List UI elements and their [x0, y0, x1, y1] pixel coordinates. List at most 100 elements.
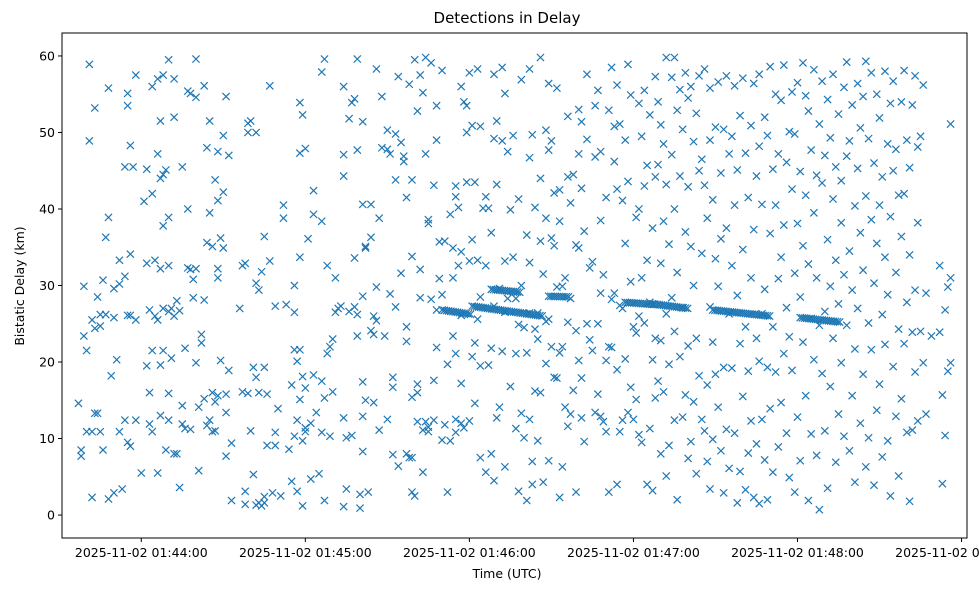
data-point	[801, 91, 810, 100]
data-point	[774, 149, 783, 158]
data-point	[413, 388, 422, 397]
data-point	[919, 358, 928, 367]
data-point	[492, 116, 501, 126]
data-point	[736, 467, 745, 476]
data-point	[640, 86, 649, 95]
data-point	[150, 312, 159, 321]
data-point	[664, 240, 674, 249]
data-point	[260, 232, 269, 241]
data-point	[263, 441, 272, 450]
data-point	[101, 233, 110, 242]
data-point	[407, 252, 416, 261]
data-point	[632, 213, 641, 222]
data-point	[894, 325, 903, 334]
data-point	[85, 60, 94, 69]
data-point	[197, 330, 206, 339]
data-point	[845, 446, 854, 455]
data-point	[883, 436, 892, 445]
data-point	[503, 147, 512, 156]
data-point	[719, 488, 728, 497]
data-point	[716, 446, 725, 455]
data-point	[339, 502, 348, 511]
data-point	[705, 136, 715, 145]
data-point	[864, 134, 873, 143]
data-point	[755, 70, 764, 79]
data-point	[252, 373, 261, 382]
data-point	[719, 125, 728, 134]
data-point	[604, 342, 613, 351]
data-point	[468, 352, 477, 361]
data-point	[197, 338, 206, 347]
data-point	[178, 401, 187, 410]
data-point	[848, 286, 857, 295]
data-point	[293, 487, 302, 496]
data-point	[697, 249, 706, 258]
data-point	[112, 355, 121, 364]
data-point	[607, 295, 616, 304]
data-point	[697, 155, 706, 164]
data-point	[602, 193, 611, 202]
data-point	[191, 358, 200, 367]
data-point	[388, 373, 397, 382]
data-point	[902, 298, 911, 307]
data-point	[279, 201, 288, 210]
data-point	[459, 97, 468, 106]
data-point	[900, 66, 909, 75]
data-point	[260, 492, 269, 501]
data-point	[571, 488, 581, 497]
data-point	[664, 360, 674, 369]
data-point	[93, 292, 102, 302]
data-point	[823, 95, 832, 104]
data-point	[891, 145, 900, 154]
data-point	[613, 185, 622, 194]
data-point	[222, 452, 231, 461]
data-point	[820, 307, 829, 316]
data-point	[164, 261, 173, 270]
data-point	[768, 322, 777, 331]
data-point	[921, 410, 931, 419]
data-point	[591, 101, 600, 110]
data-point	[194, 403, 203, 412]
track-point	[833, 317, 842, 326]
data-point	[656, 120, 665, 129]
data-point	[798, 241, 807, 250]
data-point	[391, 129, 400, 139]
data-point	[170, 449, 179, 458]
data-point	[358, 292, 367, 301]
data-point	[323, 261, 332, 270]
data-point	[684, 94, 693, 103]
data-point	[79, 331, 88, 341]
data-point	[809, 208, 818, 217]
data-point	[345, 114, 354, 123]
data-point	[200, 296, 209, 305]
data-point	[848, 100, 857, 109]
data-point	[520, 323, 529, 332]
x-tick-label: 2025-11-02 01:45:00	[239, 545, 372, 560]
data-point	[208, 427, 217, 436]
data-point	[405, 80, 414, 89]
track-point	[835, 318, 844, 327]
data-point	[323, 349, 332, 358]
data-point	[722, 71, 731, 80]
data-point	[241, 500, 250, 509]
data-point	[473, 256, 482, 265]
data-point	[872, 406, 881, 415]
data-point	[777, 398, 786, 407]
data-point	[402, 322, 411, 331]
data-point	[678, 413, 687, 422]
data-point	[462, 128, 471, 137]
data-point	[159, 346, 168, 355]
data-point	[88, 315, 97, 324]
data-point	[634, 99, 643, 108]
data-point	[386, 289, 395, 298]
data-point	[407, 488, 416, 497]
data-point	[481, 192, 490, 201]
data-point	[544, 315, 553, 324]
data-point	[938, 390, 947, 399]
data-point	[878, 452, 887, 461]
data-point	[812, 171, 821, 180]
data-point	[416, 265, 425, 274]
data-point	[793, 413, 802, 422]
data-point	[700, 426, 709, 435]
data-point	[826, 282, 835, 291]
